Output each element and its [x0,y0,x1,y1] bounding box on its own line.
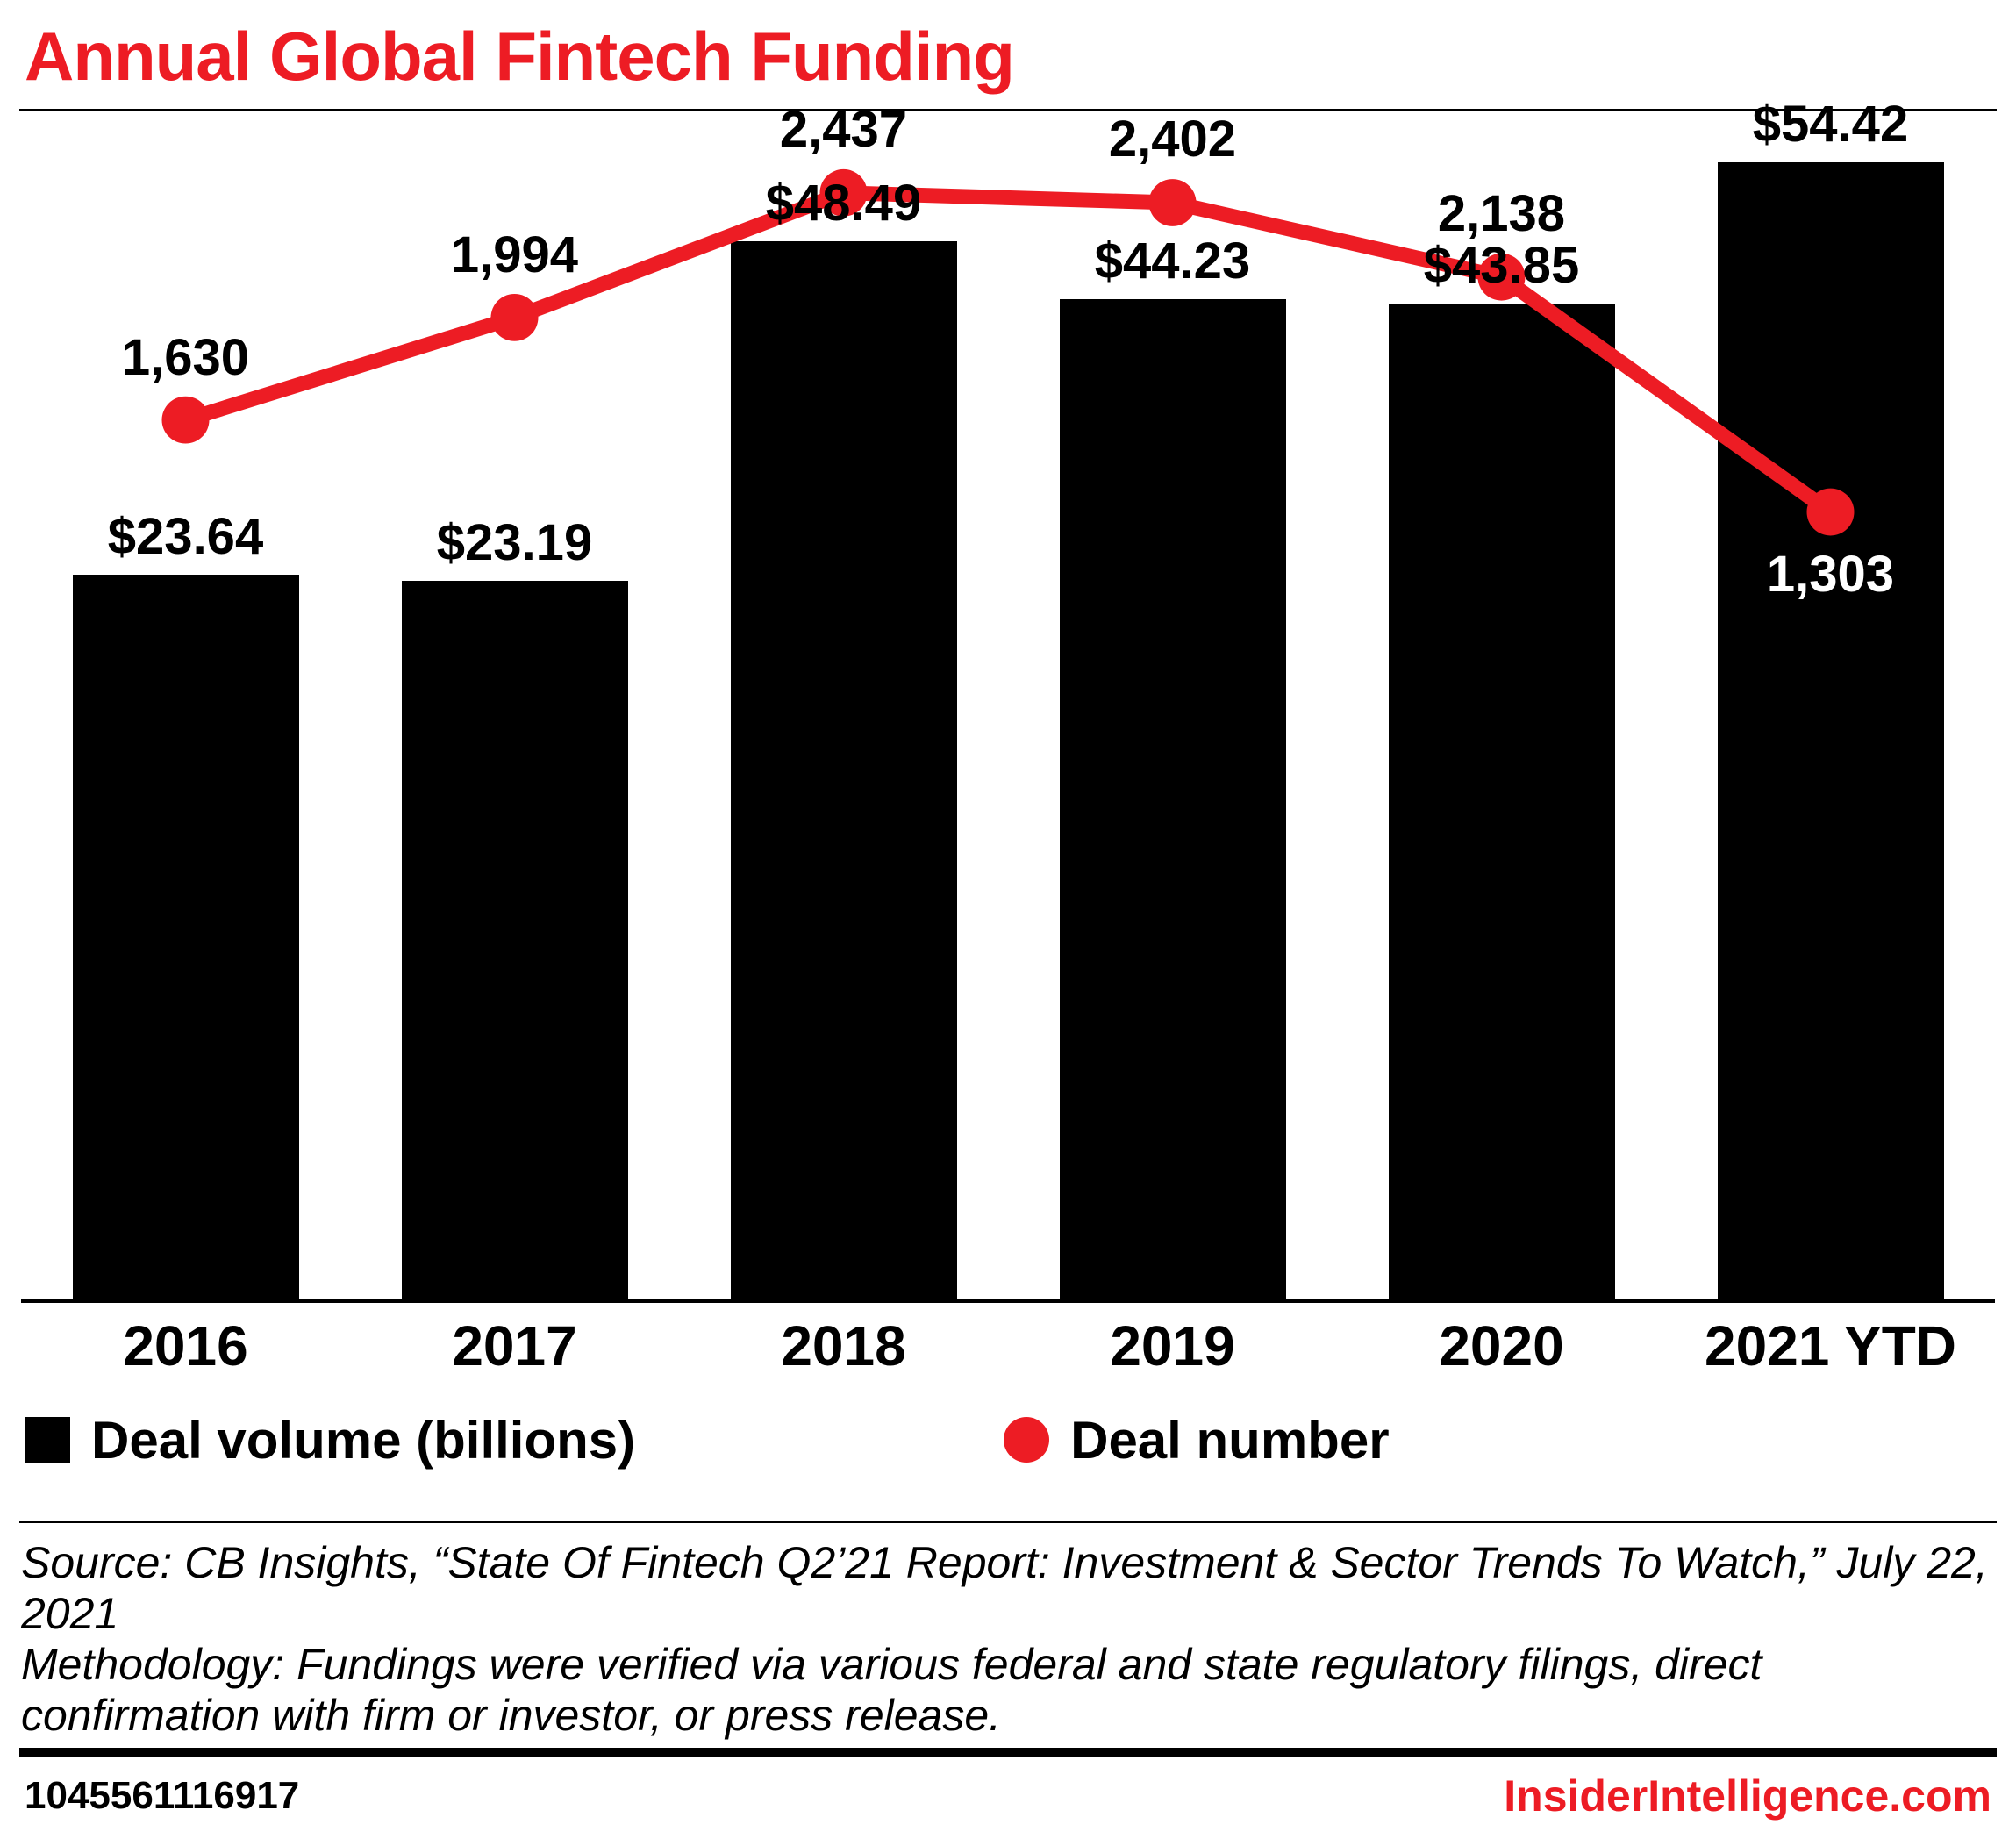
legend-label-deal-volume: Deal volume (billions) [91,1410,636,1470]
legend-label-deal-number: Deal number [1070,1410,1390,1470]
bar-value-label: $23.64 [107,507,264,565]
x-axis-label-2016: 2016 [123,1313,248,1377]
legend-item-deal-number: Deal number [1004,1410,1390,1470]
deal-number-label: 2,138 [1437,185,1566,243]
bar-2020 [1388,304,1615,1299]
deal-number-label: 2,402 [1108,111,1237,168]
chart-area: $23.64 $23.19 $48.49 $44.23 $43.85 $54.42 1,63… [21,96,1995,1303]
brand-link[interactable]: InsiderIntelligence.com [1504,1771,1991,1821]
bar-2018 [730,241,957,1299]
deal-number-point-2019 [1148,179,1197,226]
bar-swatch-icon [25,1417,70,1463]
x-axis: 2016 2017 2018 2019 2020 2021 YTD [21,1313,1995,1378]
bar-value-label: $43.85 [1423,237,1580,295]
deal-number-line-layer [161,168,1855,536]
source-note: Source: CB Insights, “State Of Fintech Q… [21,1537,1995,1741]
bar-2017 [401,580,628,1299]
footer-divider [19,1747,1997,1757]
deal-number-label: 1,630 [121,328,250,386]
x-axis-label-2017: 2017 [452,1313,577,1377]
x-axis-label-2021-ytd: 2021 YTD [1705,1313,1956,1377]
bar-2016 [72,574,299,1299]
bar-value-label: $54.42 [1752,95,1909,153]
deal-number-label: 1,994 [450,225,579,283]
bar-2019 [1059,298,1286,1299]
bar-value-label: $48.49 [765,175,922,233]
dot-swatch-icon [1004,1417,1050,1463]
source-line: Source: CB Insights, “State Of Fintech Q… [21,1537,1988,1638]
footer-bar: 1045561116917 InsiderIntelligence.com [25,1771,1991,1821]
deal-number-point-2016 [161,396,210,444]
x-axis-label-2018: 2018 [781,1313,906,1377]
deal-number-point-2017 [490,293,539,341]
bar-2021-ytd [1717,161,1944,1299]
source-divider [19,1521,1997,1523]
bar-value-label: $44.23 [1094,232,1251,290]
deal-number-label: 2,437 [779,100,908,158]
title-divider [19,108,1997,111]
bar-value-label: $23.19 [436,513,593,571]
x-axis-label-2020: 2020 [1439,1313,1564,1377]
legend-item-deal-volume: Deal volume (billions) [25,1410,635,1470]
page-title: Annual Global Fintech Funding [25,18,1015,95]
methodology-line: Methodology: Fundings were verified via … [21,1639,1762,1740]
deal-number-label: 1,303 [1766,546,1895,604]
x-axis-label-2019: 2019 [1110,1313,1235,1377]
chart-legend: Deal volume (billions) Deal number [25,1410,1991,1470]
chart-id: 1045561116917 [25,1773,300,1817]
